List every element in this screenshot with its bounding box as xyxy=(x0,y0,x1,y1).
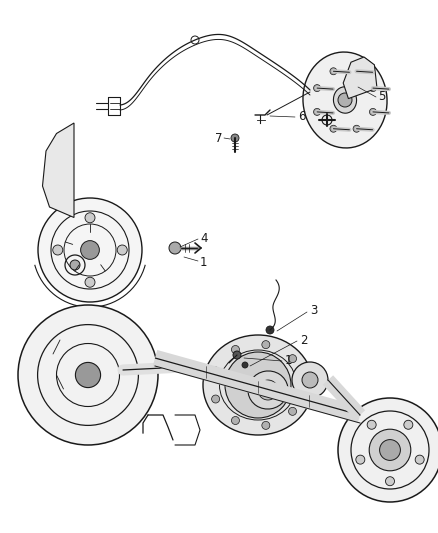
Circle shape xyxy=(367,420,376,429)
Circle shape xyxy=(117,245,127,255)
Text: 1: 1 xyxy=(285,353,293,367)
Circle shape xyxy=(353,125,360,132)
Text: 5: 5 xyxy=(378,91,385,103)
Circle shape xyxy=(353,68,360,75)
Circle shape xyxy=(380,440,400,461)
Circle shape xyxy=(338,93,352,107)
Circle shape xyxy=(369,429,411,471)
Text: 6: 6 xyxy=(298,110,305,124)
Circle shape xyxy=(369,85,376,92)
Circle shape xyxy=(330,125,337,132)
Text: 7: 7 xyxy=(215,132,222,144)
Circle shape xyxy=(38,198,142,302)
Circle shape xyxy=(369,108,376,116)
Ellipse shape xyxy=(248,371,288,409)
Circle shape xyxy=(233,351,241,359)
Circle shape xyxy=(85,213,95,223)
Circle shape xyxy=(338,398,438,502)
Polygon shape xyxy=(343,57,377,99)
Text: 1: 1 xyxy=(200,255,208,269)
Circle shape xyxy=(169,242,181,254)
Circle shape xyxy=(70,260,80,270)
Circle shape xyxy=(262,341,270,349)
Circle shape xyxy=(356,455,365,464)
Circle shape xyxy=(314,85,321,92)
Circle shape xyxy=(302,372,318,388)
Circle shape xyxy=(53,245,63,255)
Text: 2: 2 xyxy=(300,334,307,346)
Circle shape xyxy=(289,407,297,415)
Circle shape xyxy=(212,367,219,375)
Circle shape xyxy=(81,240,99,260)
Circle shape xyxy=(258,380,278,400)
Polygon shape xyxy=(42,123,74,217)
Circle shape xyxy=(299,381,307,389)
Circle shape xyxy=(75,362,101,387)
Circle shape xyxy=(289,354,297,362)
Circle shape xyxy=(415,455,424,464)
Circle shape xyxy=(292,362,328,398)
Circle shape xyxy=(231,134,239,142)
Circle shape xyxy=(404,420,413,429)
Circle shape xyxy=(266,326,274,334)
Circle shape xyxy=(231,345,240,353)
Ellipse shape xyxy=(303,52,387,148)
Circle shape xyxy=(314,108,321,116)
Circle shape xyxy=(385,477,395,486)
Circle shape xyxy=(85,277,95,287)
Circle shape xyxy=(242,362,248,368)
Circle shape xyxy=(262,422,270,430)
Text: 4: 4 xyxy=(200,231,208,245)
Circle shape xyxy=(231,416,240,424)
Circle shape xyxy=(225,352,291,418)
Text: 3: 3 xyxy=(310,303,318,317)
Circle shape xyxy=(212,395,219,403)
Ellipse shape xyxy=(333,87,357,113)
Circle shape xyxy=(330,68,337,75)
Circle shape xyxy=(18,305,158,445)
Ellipse shape xyxy=(203,335,313,435)
